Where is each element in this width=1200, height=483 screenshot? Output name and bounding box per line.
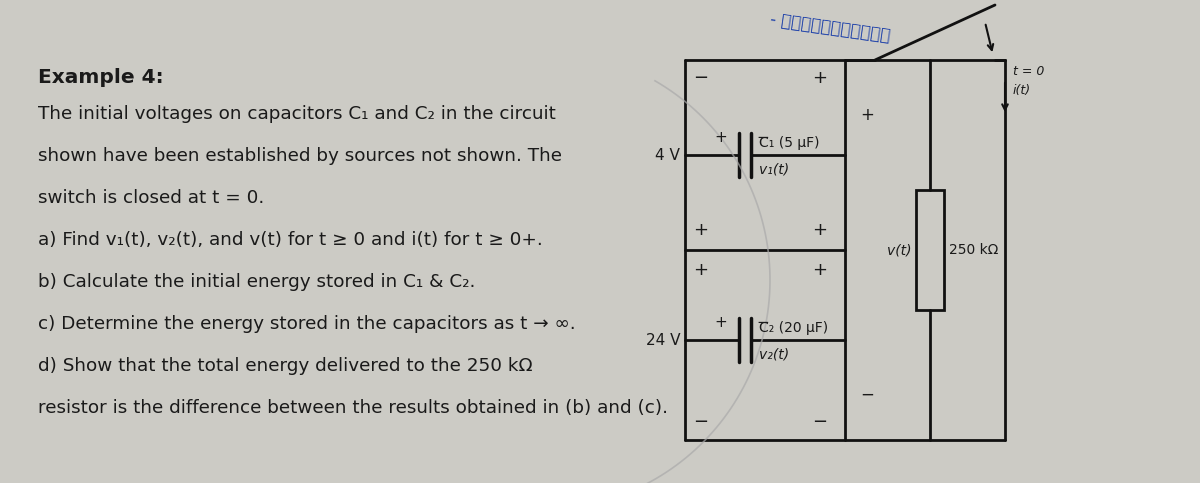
Text: +: + xyxy=(812,221,827,239)
Text: +: + xyxy=(715,314,727,329)
Text: v₁(t): v₁(t) xyxy=(760,162,790,176)
Text: 4 V: 4 V xyxy=(655,147,680,162)
Text: −: − xyxy=(694,69,708,87)
Text: +: + xyxy=(715,129,727,144)
Text: a) Find v₁(t), v₂(t), and v(t) for t ≥ 0 and i(t) for t ≥ 0+.: a) Find v₁(t), v₂(t), and v(t) for t ≥ 0… xyxy=(38,231,542,249)
Text: - اَلْوَاجِبة: - اَلْوَاجِبة xyxy=(769,11,892,45)
Text: t = 0: t = 0 xyxy=(1013,65,1044,78)
Text: c) Determine the energy stored in the capacitors as t → ∞.: c) Determine the energy stored in the ca… xyxy=(38,315,576,333)
Text: shown have been established by sources not shown. The: shown have been established by sources n… xyxy=(38,147,562,165)
Text: i(t): i(t) xyxy=(1013,84,1031,97)
Text: −: − xyxy=(694,413,708,431)
Text: C₂ (20 μF): C₂ (20 μF) xyxy=(760,321,828,335)
Text: +: + xyxy=(860,106,874,124)
Text: The initial voltages on capacitors C₁ and C₂ in the circuit: The initial voltages on capacitors C₁ an… xyxy=(38,105,556,123)
Bar xyxy=(916,190,944,310)
Text: −: − xyxy=(860,386,874,404)
Text: v₂(t): v₂(t) xyxy=(760,347,790,361)
Text: −: − xyxy=(812,413,827,431)
Text: −: − xyxy=(756,129,769,144)
Text: +: + xyxy=(694,221,708,239)
Text: +: + xyxy=(694,261,708,279)
Text: d) Show that the total energy delivered to the 250 kΩ: d) Show that the total energy delivered … xyxy=(38,357,533,375)
Text: 24 V: 24 V xyxy=(646,332,680,347)
Text: +: + xyxy=(812,261,827,279)
Text: Example 4:: Example 4: xyxy=(38,68,163,87)
Text: v(t): v(t) xyxy=(887,243,911,257)
Text: C₁ (5 μF): C₁ (5 μF) xyxy=(760,136,820,150)
Text: switch is closed at t = 0.: switch is closed at t = 0. xyxy=(38,189,264,207)
Text: 250 kΩ: 250 kΩ xyxy=(949,243,998,257)
Text: b) Calculate the initial energy stored in C₁ & C₂.: b) Calculate the initial energy stored i… xyxy=(38,273,475,291)
Text: −: − xyxy=(756,314,769,329)
Text: +: + xyxy=(812,69,827,87)
Text: resistor is the difference between the results obtained in (b) and (c).: resistor is the difference between the r… xyxy=(38,399,668,417)
